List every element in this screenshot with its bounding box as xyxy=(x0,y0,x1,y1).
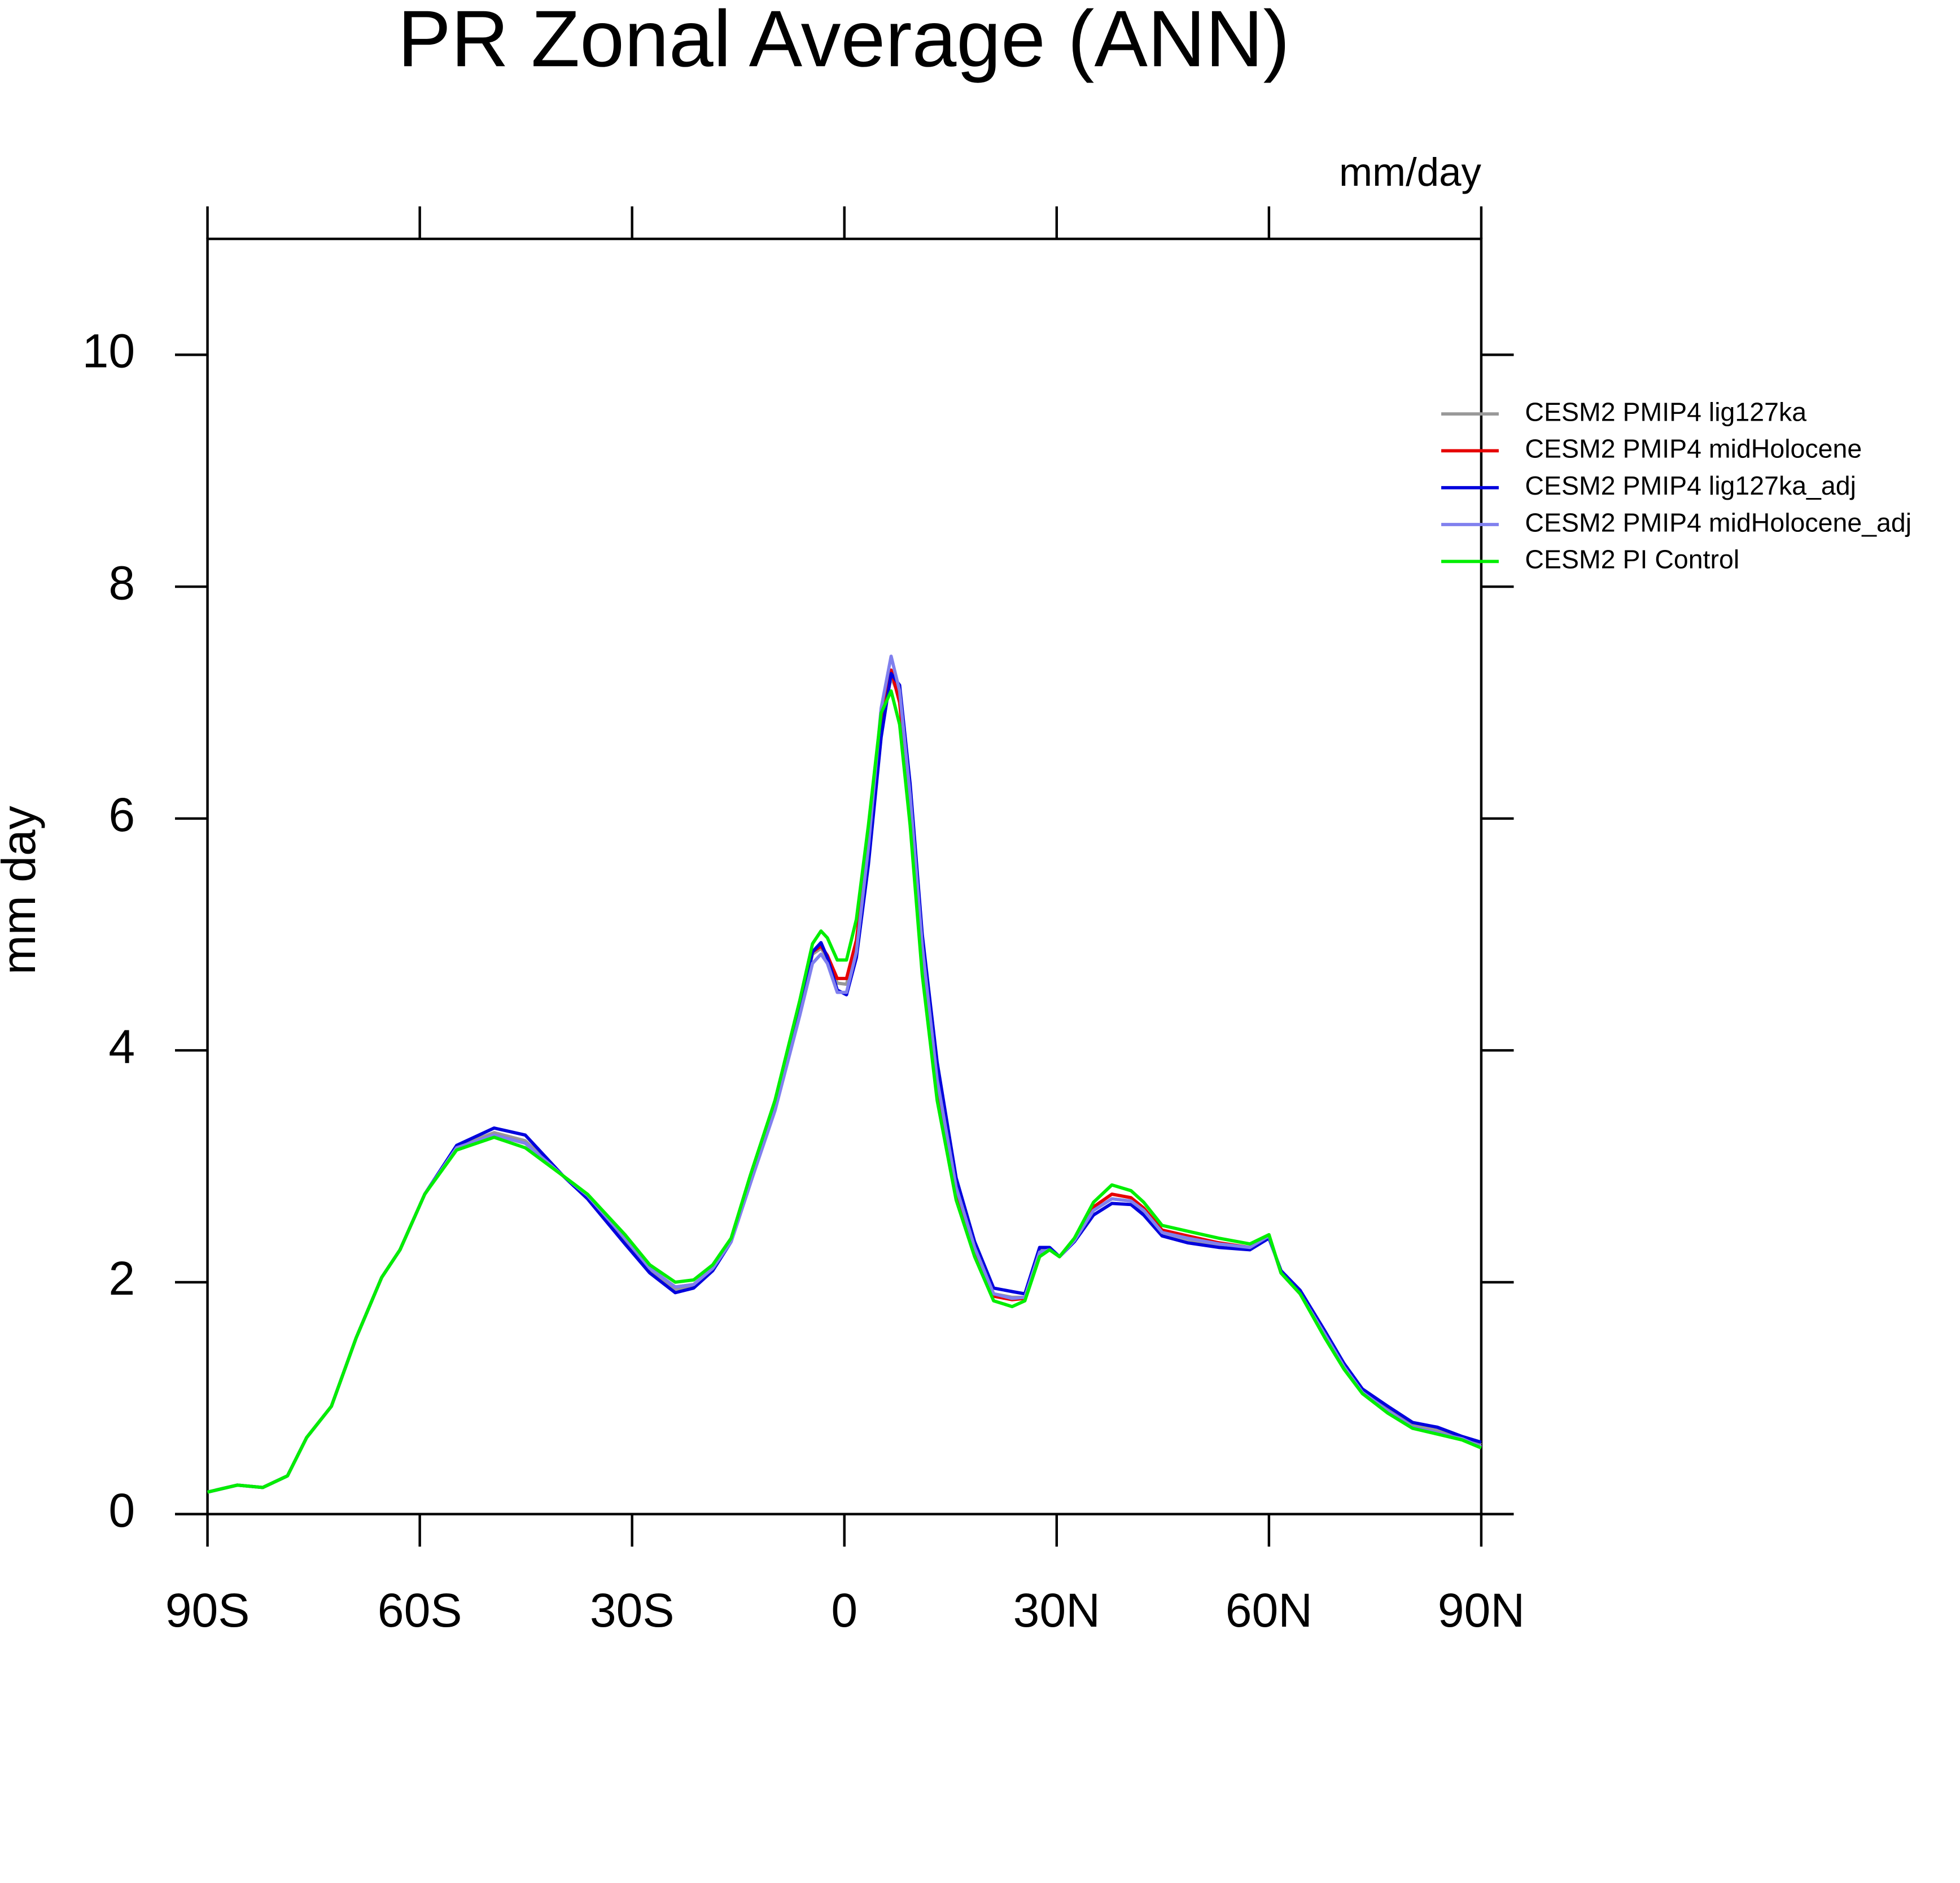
chart-title: PR Zonal Average (ANN) xyxy=(397,0,1289,84)
y-tick-label: 10 xyxy=(82,325,135,378)
x-tick-label: 30S xyxy=(590,1584,675,1637)
y-tick-label: 0 xyxy=(108,1484,135,1537)
legend-label: CESM2 PI Control xyxy=(1525,545,1739,574)
plot-frame xyxy=(206,237,1483,1515)
series-line xyxy=(207,675,1482,1494)
series-line xyxy=(207,689,1482,1494)
y-tick-label: 2 xyxy=(108,1252,135,1305)
x-tick-label: 90S xyxy=(165,1584,250,1637)
y-tick-label: 4 xyxy=(108,1020,135,1073)
legend-label: CESM2 PMIP4 midHolocene_adj xyxy=(1525,508,1911,537)
legend-label: CESM2 PMIP4 lig127ka_adj xyxy=(1525,471,1856,500)
y-tick-label: 6 xyxy=(108,788,135,841)
y-axis-label: mm day xyxy=(0,806,45,975)
x-tick-label: 90N xyxy=(1438,1584,1525,1637)
x-tick-label: 60S xyxy=(378,1584,462,1637)
series-line xyxy=(207,668,1482,1494)
units-label: mm/day xyxy=(1339,150,1482,195)
series-line xyxy=(207,672,1482,1494)
x-tick-label: 60N xyxy=(1226,1584,1313,1637)
x-tick-label: 0 xyxy=(831,1584,858,1637)
legend-label: CESM2 PMIP4 lig127ka xyxy=(1525,397,1806,426)
legend-label: CESM2 PMIP4 midHolocene xyxy=(1525,434,1862,464)
series-line xyxy=(207,654,1482,1494)
x-tick-label: 30N xyxy=(1013,1584,1100,1637)
y-tick-label: 8 xyxy=(108,556,135,609)
